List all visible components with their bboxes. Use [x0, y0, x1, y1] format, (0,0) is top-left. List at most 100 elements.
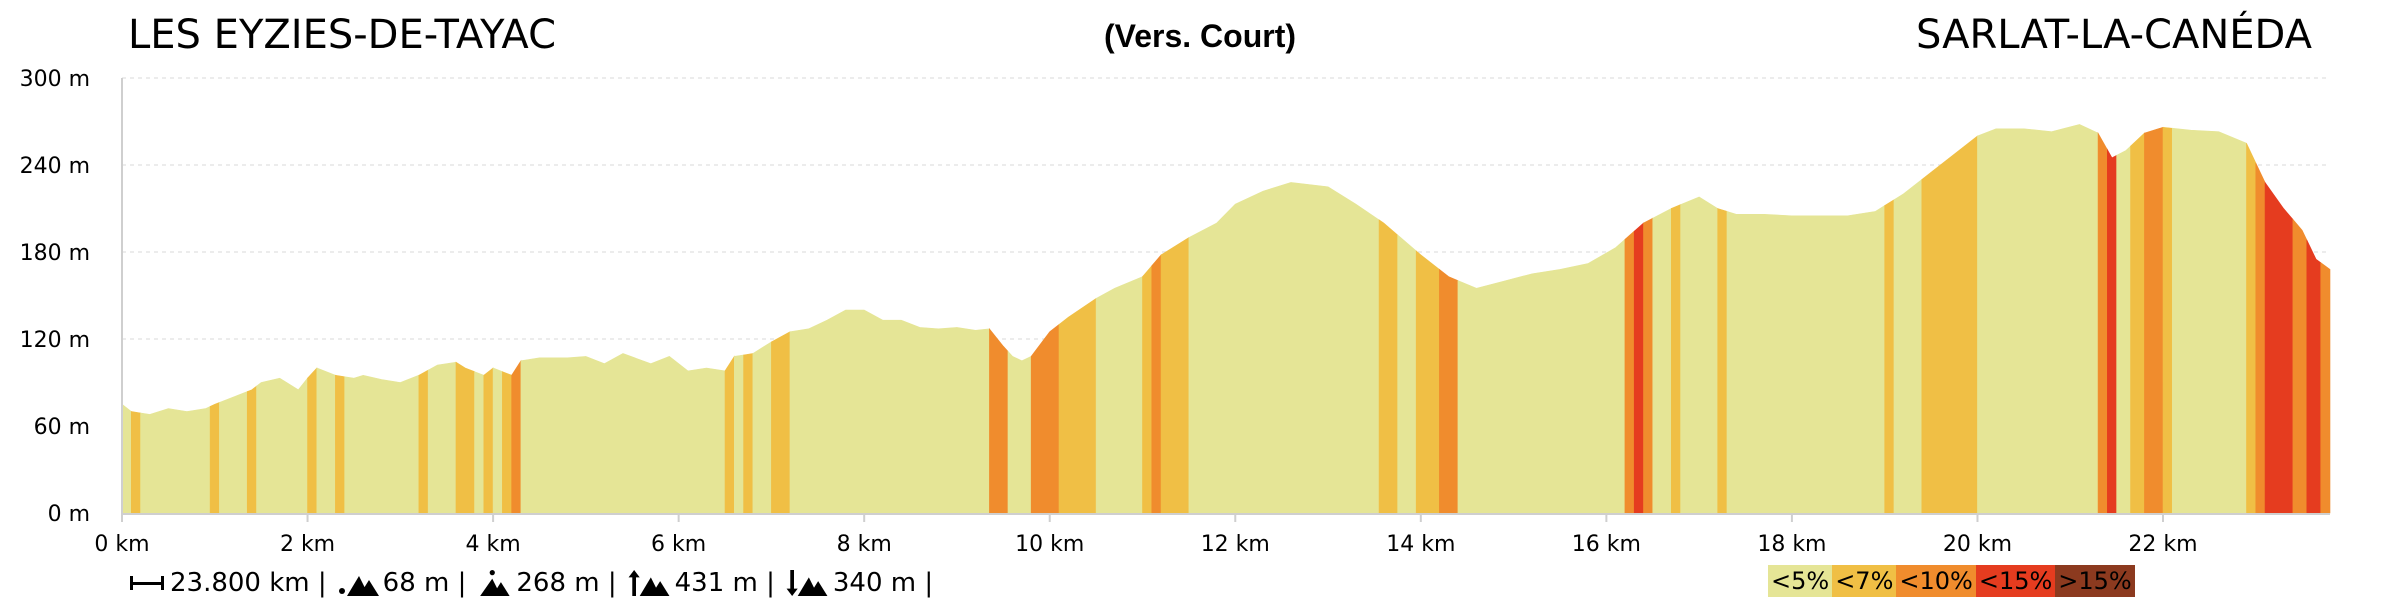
slope-segment — [771, 331, 791, 514]
slope-segment — [2320, 262, 2331, 514]
y-tick-label: 240 m — [20, 154, 90, 179]
legend-item-lt5: <5% — [1768, 565, 1833, 597]
slope-segment — [1633, 222, 1644, 514]
slope-segment — [344, 374, 420, 514]
slope-segment — [1007, 350, 1032, 514]
slope-legend: <5% <7% <10% <15% >15% — [1768, 565, 2135, 597]
slope-segment — [1151, 254, 1162, 514]
slope-segment — [130, 411, 141, 514]
x-tick-label: 16 km — [1572, 532, 1641, 557]
slope-segment — [1921, 135, 1978, 514]
slope-segment — [989, 327, 1009, 514]
slope-segment — [1717, 208, 1728, 514]
slope-segment — [1726, 205, 1885, 514]
max-altitude-value: 268 m | — [516, 568, 617, 598]
slope-segment — [121, 403, 132, 514]
slope-segment — [209, 402, 220, 514]
slope-segment — [1671, 204, 1681, 514]
slope-segment — [520, 353, 726, 514]
slope-segment — [1680, 196, 1718, 514]
slope-segment — [246, 385, 257, 514]
slope-segment — [1884, 199, 1895, 514]
y-tick-label: 120 m — [20, 328, 90, 353]
max-altitude-icon — [480, 570, 510, 596]
slope-segment — [418, 369, 429, 514]
slope-segment — [743, 353, 754, 514]
slope-segment — [724, 355, 735, 514]
x-tick-label: 2 km — [280, 532, 335, 557]
slope-segment — [1160, 236, 1190, 514]
legend-item-lt15: <15% — [1975, 565, 2056, 597]
slope-segment — [1030, 323, 1060, 514]
slope-segment — [1439, 268, 1459, 514]
min-altitude-value: 68 m | — [382, 568, 467, 598]
x-tick-label: 4 km — [466, 532, 521, 557]
slope-segment — [2144, 126, 2164, 514]
slope-segment — [2116, 145, 2131, 514]
slope-segment — [140, 405, 211, 514]
slope-segment — [752, 341, 772, 514]
x-tick-label: 10 km — [1015, 532, 1084, 557]
elevation-profile-chart: 0 m 60 m 120 m 180 m 240 m 300 m 0 km 2 km 4 km 6… — [20, 67, 2331, 557]
legend-item-lt7: <7% — [1832, 565, 1897, 597]
x-tick-label: 6 km — [651, 532, 706, 557]
slope-segment — [455, 361, 475, 514]
slope-segment — [511, 359, 522, 514]
x-tick-label: 22 km — [2128, 532, 2197, 557]
ascent-icon — [628, 570, 670, 596]
legend-item-lt10: <10% — [1896, 565, 1976, 597]
slope-segments — [121, 124, 2331, 514]
y-tick-label: 180 m — [20, 241, 90, 266]
x-tick-label: 8 km — [837, 532, 892, 557]
slope-segment — [316, 367, 336, 514]
slope-segment — [427, 361, 457, 514]
slope-segment — [1378, 219, 1398, 514]
slope-segment — [2130, 132, 2145, 514]
slope-segment — [1652, 208, 1672, 514]
slope-segment — [789, 309, 990, 514]
slope-segment — [2171, 127, 2247, 514]
slope-segment — [335, 374, 345, 514]
slope-segment — [1188, 182, 1380, 514]
slope-segment — [2097, 131, 2108, 514]
slope-segment — [1457, 238, 1626, 514]
slope-segment — [2255, 162, 2266, 514]
slope-segment — [2292, 218, 2308, 514]
slope-segment — [492, 367, 503, 514]
slope-segment — [1058, 297, 1097, 514]
slope-segment — [1977, 124, 2099, 514]
descent-icon — [786, 570, 828, 596]
x-tick-label: 20 km — [1943, 532, 2012, 557]
y-tick-label: 60 m — [34, 415, 90, 440]
legend-item-gt15: >15% — [2055, 565, 2135, 597]
end-location-title: SARLAT-LA-CANÉDA — [1915, 12, 2312, 58]
slope-segment — [2107, 148, 2117, 514]
distance-value: 23.800 km | — [170, 568, 327, 598]
ascent-value: 431 m | — [674, 568, 775, 598]
slope-segment — [474, 371, 485, 514]
slope-segment — [1624, 230, 1635, 514]
x-tick-label: 14 km — [1386, 532, 1455, 557]
slope-segment — [1415, 250, 1440, 514]
x-tick-label: 0 km — [94, 532, 149, 557]
axes — [121, 78, 2330, 515]
x-tick-label: 18 km — [1757, 532, 1826, 557]
tick-labels: 0 m 60 m 120 m 180 m 240 m 300 m 0 km 2 km 4 km 6… — [20, 67, 2198, 557]
route-stats: 23.800 km | 68 m | 268 m | 431 m | 340 m… — [128, 568, 933, 598]
version-subtitle: (Vers. Court) — [1103, 18, 1297, 54]
slope-segment — [483, 367, 494, 514]
slope-segment — [1095, 276, 1143, 514]
slope-segment — [2246, 143, 2257, 514]
slope-segment — [256, 377, 308, 514]
min-altitude-icon — [338, 576, 379, 596]
slope-segment — [2264, 181, 2294, 514]
x-tick-label: 12 km — [1201, 532, 1270, 557]
slope-segment — [2162, 126, 2173, 514]
slope-segment — [1893, 178, 1923, 514]
slope-segment — [307, 367, 318, 514]
slope-segment — [1397, 234, 1417, 514]
slope-segment — [1142, 264, 1153, 514]
slope-segment — [733, 354, 744, 514]
slope-segment — [2306, 239, 2322, 514]
slope-segment — [1643, 217, 1654, 514]
